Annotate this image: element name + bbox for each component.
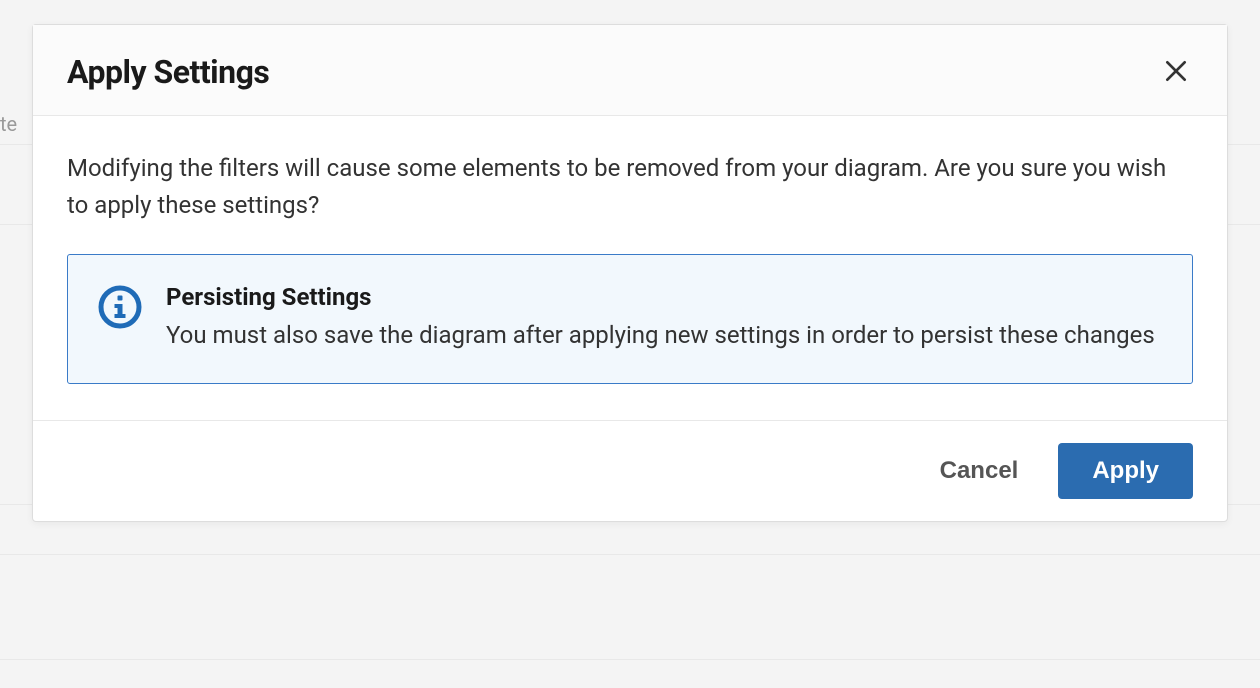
info-callout-title: Persisting Settings (166, 283, 1162, 311)
apply-settings-modal: Apply Settings Modifying the filters wil… (32, 24, 1228, 522)
modal-title: Apply Settings (67, 53, 269, 91)
modal-footer: Cancel Apply (33, 420, 1227, 521)
cancel-button[interactable]: Cancel (936, 447, 1023, 495)
info-callout: Persisting Settings You must also save t… (67, 254, 1193, 383)
modal-header: Apply Settings (33, 25, 1227, 116)
apply-button[interactable]: Apply (1058, 443, 1193, 499)
modal-body: Modifying the filters will cause some el… (33, 116, 1227, 420)
info-callout-text: You must also save the diagram after app… (166, 317, 1162, 354)
close-button[interactable] (1159, 54, 1193, 91)
info-content: Persisting Settings You must also save t… (166, 283, 1162, 354)
info-icon (98, 285, 142, 333)
backdrop-partial-text: te (0, 112, 17, 136)
close-icon (1163, 58, 1189, 87)
modal-body-text: Modifying the filters will cause some el… (67, 150, 1193, 224)
